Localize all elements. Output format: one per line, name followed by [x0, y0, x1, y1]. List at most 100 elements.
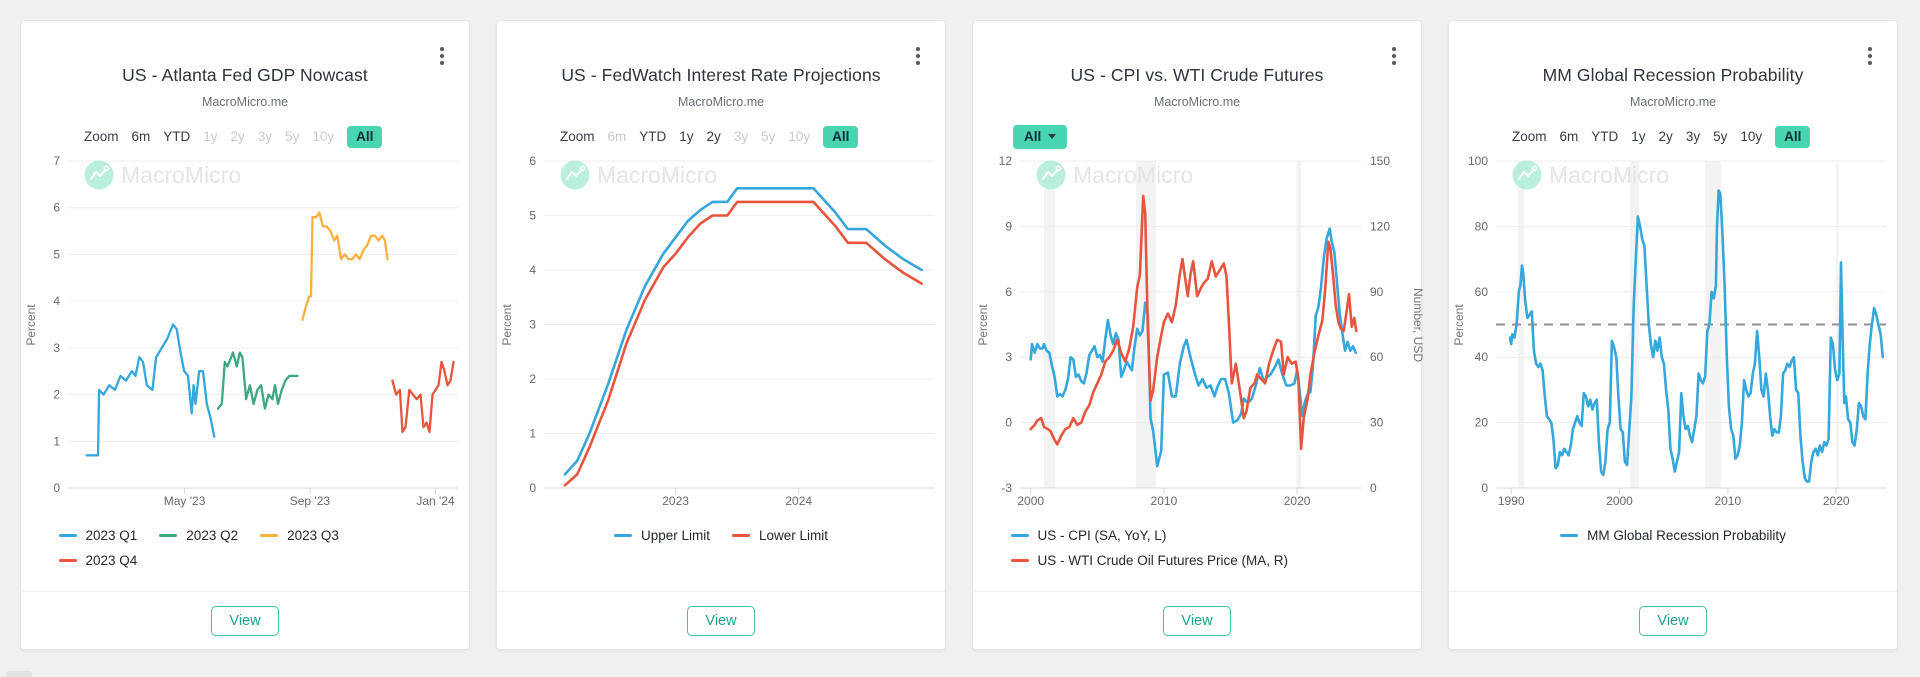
zoom-option-2y[interactable]: 2y — [706, 129, 721, 144]
x-tick-label: 1990 — [1498, 494, 1525, 508]
zoom-option-6m[interactable]: 6m — [1559, 129, 1579, 144]
x-tick-label: 2020 — [1823, 494, 1850, 508]
y2-tick-label: 30 — [1370, 416, 1384, 430]
zoom-option-all[interactable]: All — [823, 125, 859, 148]
legend-label: US - WTI Crude Oil Futures Price (MA, R) — [1037, 553, 1289, 568]
card-footer: View — [1449, 591, 1897, 649]
legend-label: 2023 Q4 — [85, 553, 138, 568]
zoom-option-2y[interactable]: 2y — [1658, 129, 1673, 144]
chart-plot: MacroMicro 2023 2024 0 1 2 3 4 5 6 Percent — [500, 154, 934, 508]
macromicro-logo-icon — [90, 168, 107, 180]
chart-card: MM Global Recession Probability MacroMic… — [1448, 20, 1898, 650]
zoom-option-ytd[interactable]: YTD — [639, 129, 667, 144]
zoom-option-ytd[interactable]: YTD — [1591, 129, 1619, 144]
chart-card: US - Atlanta Fed GDP Nowcast MacroMicro.… — [20, 20, 470, 650]
kebab-menu-icon[interactable] — [914, 45, 922, 67]
chart-source: MacroMicro.me — [1153, 95, 1241, 109]
y2-tick-label: 150 — [1370, 154, 1390, 168]
legend-item[interactable]: Upper Limit — [613, 528, 710, 543]
legend-item[interactable]: 2023 Q1 — [58, 528, 138, 543]
x-tick-label: Jan '24 — [416, 494, 455, 508]
zoom-option-ytd[interactable]: YTD — [163, 129, 191, 144]
legend-marker — [613, 534, 632, 537]
macromicro-logo-icon — [566, 168, 583, 180]
y-tick-label: 0 — [529, 481, 536, 495]
x-tick-label: 2023 — [662, 494, 689, 508]
chart-source: MacroMicro.me — [201, 95, 289, 109]
y2-axis-title: Number, USD — [1411, 288, 1423, 362]
view-button[interactable]: View — [1639, 605, 1707, 636]
kebab-menu-icon[interactable] — [1390, 45, 1398, 67]
legend-item[interactable]: 2023 Q3 — [260, 528, 339, 543]
legend-item[interactable]: Lower Limit — [732, 528, 828, 543]
legend-item[interactable]: 2023 Q4 — [58, 553, 138, 568]
card-footer: View — [497, 591, 945, 649]
zoom-option-all[interactable]: All — [1775, 125, 1811, 148]
zoom-option-5y[interactable]: 5y — [1713, 129, 1728, 144]
card-footer: View — [21, 591, 469, 649]
legend-marker — [260, 534, 279, 537]
legend-items: 2023 Q1 2023 Q2 2023 Q3 2023 Q4 — [48, 523, 443, 573]
y-tick-label: 3 — [53, 341, 60, 355]
legend-item[interactable]: MM Global Recession Probability — [1560, 528, 1786, 543]
legend-label: 2023 Q2 — [186, 528, 239, 543]
legend-marker — [1010, 534, 1029, 537]
y-tick-label: 80 — [1475, 219, 1489, 233]
recession-band — [1630, 161, 1639, 488]
x-tick-label: 2010 — [1151, 494, 1178, 508]
recession-band — [1044, 161, 1056, 488]
y-tick-label: 6 — [529, 154, 536, 168]
x-tick-label: 2020 — [1284, 494, 1311, 508]
zoom-option-1y[interactable]: 1y — [679, 129, 694, 144]
zoom-option-10y[interactable]: 10y — [1740, 129, 1763, 144]
y-tick-label: 1 — [529, 427, 536, 441]
y-tick-label: 4 — [53, 294, 60, 308]
watermark-text: MacroMicro — [1549, 162, 1669, 188]
chart-title: US - CPI vs. WTI Crude Futures — [1070, 65, 1324, 85]
kebab-menu-icon[interactable] — [1866, 45, 1874, 67]
watermark-text: MacroMicro — [1073, 162, 1193, 188]
y-tick-label: 2 — [53, 388, 60, 402]
series-line — [1029, 194, 1358, 451]
y-tick-label: 9 — [1005, 219, 1012, 233]
zoom-option-3y: 3y — [733, 129, 749, 144]
kebab-menu-icon[interactable] — [438, 45, 446, 67]
legend-marker — [1010, 559, 1029, 562]
view-button[interactable]: View — [1163, 605, 1231, 636]
zoom-option-10y: 10y — [312, 129, 335, 144]
chart-title: US - FedWatch Interest Rate Projections — [561, 65, 881, 85]
legend-item[interactable]: 2023 Q2 — [159, 528, 238, 543]
y-tick-label: -3 — [1001, 481, 1012, 495]
legend-label: Upper Limit — [640, 528, 710, 543]
chart-source: MacroMicro.me — [1629, 95, 1717, 109]
y-tick-label: 20 — [1475, 416, 1489, 430]
legend-marker — [1560, 534, 1579, 537]
legend-item[interactable]: US - WTI Crude Oil Futures Price (MA, R) — [1010, 553, 1289, 568]
zoom-option-6m: 6m — [607, 129, 627, 144]
zoom-option-6m[interactable]: 6m — [131, 129, 151, 144]
legend-label: 2023 Q1 — [85, 528, 138, 543]
chart-title: MM Global Recession Probability — [1542, 65, 1804, 85]
zoom-option-1y[interactable]: 1y — [1631, 129, 1646, 144]
view-button[interactable]: View — [687, 605, 755, 636]
x-tick-label: Sep '23 — [290, 494, 331, 508]
zoom-option-all[interactable]: All — [347, 125, 383, 148]
y-tick-label: 100 — [1468, 154, 1488, 168]
legend: Upper Limit Lower Limit — [497, 523, 945, 548]
zoom-option-1y: 1y — [203, 129, 218, 144]
zoom-option-2y: 2y — [230, 129, 245, 144]
series-line — [85, 323, 216, 457]
view-button[interactable]: View — [211, 605, 279, 636]
legend: 2023 Q1 2023 Q2 2023 Q3 2023 Q4 — [21, 523, 469, 573]
y-axis-title: Percent — [1452, 304, 1466, 346]
range-controls: All — [1013, 123, 1421, 150]
y-tick-label: 5 — [529, 209, 536, 223]
y-tick-label: 7 — [53, 154, 60, 168]
macromicro-logo-icon — [1518, 168, 1535, 180]
legend-item[interactable]: US - CPI (SA, YoY, L) — [1010, 528, 1166, 543]
zoom-option-3y[interactable]: 3y — [1685, 129, 1701, 144]
watermark-text: MacroMicro — [597, 162, 717, 188]
legend-label: 2023 Q3 — [287, 528, 339, 543]
range-dropdown-button[interactable]: All — [1013, 124, 1068, 149]
